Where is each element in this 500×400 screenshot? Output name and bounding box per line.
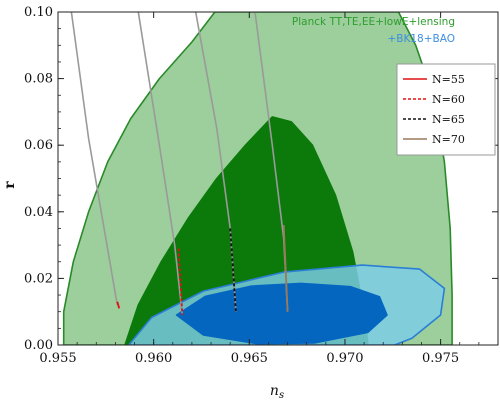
y-tick-label: 0.02 [24, 271, 53, 286]
x-axis-title-subscript: s [279, 390, 284, 400]
annotation-bk18: +BK18+BAO [387, 33, 455, 45]
series-line-n-70 [282, 225, 289, 312]
y-tick-label: 0.00 [24, 338, 53, 353]
x-tick-label: 0.970 [326, 351, 363, 366]
series-line-n-65 [229, 228, 237, 312]
n-series-lines [116, 225, 289, 316]
x-tick-label: 0.965 [231, 351, 268, 366]
x-tick-label: 0.960 [135, 351, 172, 366]
axis-tick-labels: 0.955 0.960 0.965 0.970 0.975 0.00 0.02 0.04 0.0… [24, 5, 459, 366]
x-tick-label: 0.975 [422, 351, 459, 366]
y-tick-label: 0.10 [24, 5, 53, 20]
legend-label-n60: N=60 [432, 93, 465, 106]
series-line-n-60 [177, 248, 184, 316]
confidence-regions [62, 12, 453, 345]
y-tick-label: 0.06 [24, 138, 53, 153]
y-tick-label: 0.08 [24, 72, 53, 87]
grey-curve-1 [70, 12, 119, 306]
legend-label-n65: N=65 [432, 113, 465, 126]
legend-label-n70: N=70 [432, 133, 465, 146]
y-axis-title: r [2, 181, 18, 189]
annotation-planck: Planck TT,TE,EE+lowE+lensing [292, 16, 455, 28]
grey-curve-2 [137, 12, 184, 316]
region-bk18-68 [175, 282, 388, 345]
x-axis-title-base: n [270, 383, 279, 399]
legend-label-n55: N=55 [432, 73, 465, 86]
x-axis-title: ns [270, 383, 284, 400]
legend: N=55 N=60 N=65 N=70 [396, 63, 496, 156]
series-line-n-55 [116, 301, 121, 309]
axis-ticks [57, 11, 499, 346]
x-tick-label: 0.955 [39, 351, 76, 366]
y-tick-label: 0.04 [24, 205, 53, 220]
legend-samples [403, 78, 427, 140]
